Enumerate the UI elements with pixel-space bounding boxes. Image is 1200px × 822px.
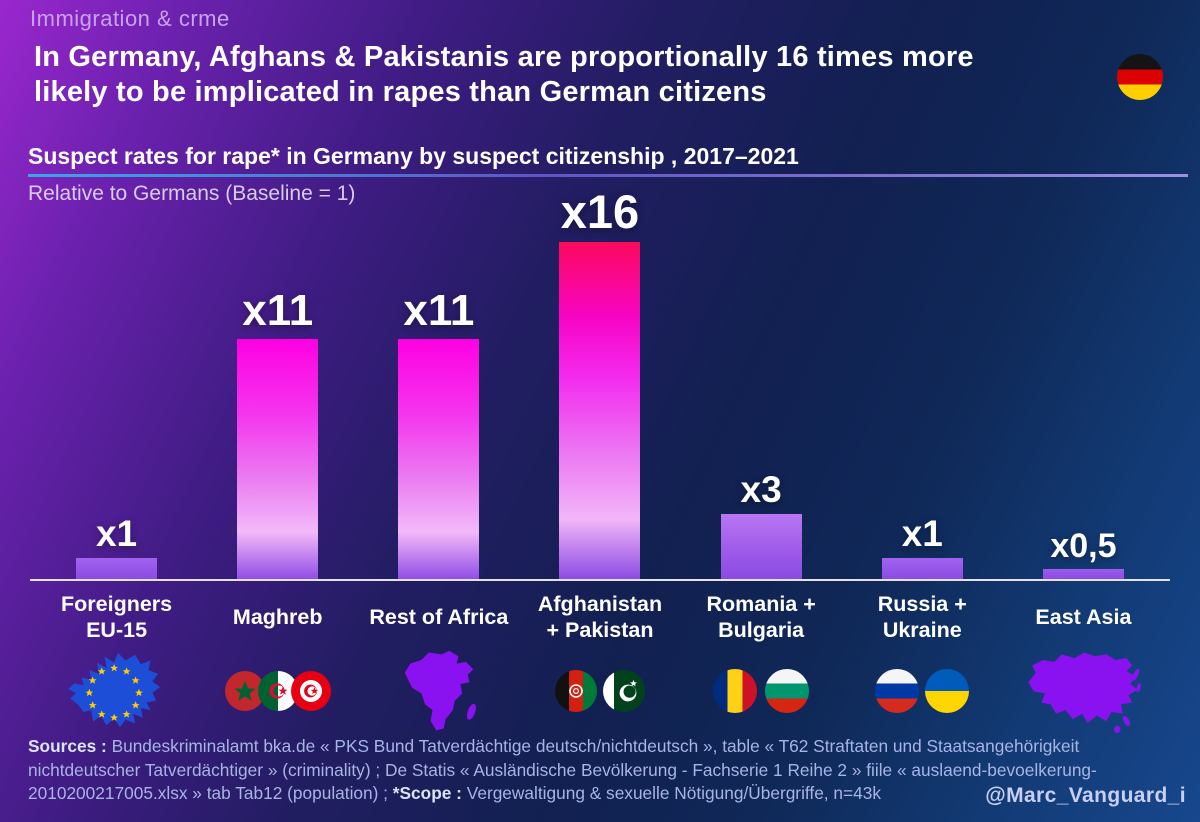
- bar-column-eu15: x1: [36, 184, 197, 580]
- category-line: Afghanistan: [537, 592, 663, 616]
- bar-value-label: x1: [901, 513, 943, 554]
- bar-value-label: x0,5: [1050, 527, 1117, 565]
- category-label-eu15: Foreigners EU-15: [36, 589, 197, 645]
- germany-flag-icon: [1117, 54, 1163, 100]
- bulgaria-flag-icon: [765, 669, 810, 713]
- bar-value-label: x16: [560, 185, 640, 238]
- bar-column-rest-of-africa: x11: [358, 184, 519, 580]
- bar-column-afghanistan-pakistan: x16: [519, 184, 680, 580]
- category-line: Bulgaria: [718, 618, 805, 642]
- bar-maghreb: [237, 339, 319, 580]
- category-line: Rest of Africa: [369, 605, 509, 629]
- page-title: In Germany, Afghans & Pakistanis are pro…: [34, 40, 974, 110]
- russia-flag-icon: [875, 669, 920, 713]
- flag-icons-row: [36, 648, 1164, 734]
- bar-value-label: x11: [242, 286, 314, 335]
- category-line: East Asia: [1035, 605, 1132, 629]
- bar-rest-of-africa: [398, 339, 480, 580]
- africa-map-icon: [404, 650, 476, 731]
- bar-column-romania-bulgaria: x3: [681, 184, 842, 580]
- ukraine-flag-icon: [925, 669, 970, 713]
- bar-value-label: x1: [95, 513, 138, 554]
- author-handle: @Marc_Vanguard_i: [985, 784, 1186, 807]
- category-line: Romania +: [706, 592, 816, 616]
- category-line: Maghreb: [232, 605, 323, 629]
- bar-value-label: x3: [740, 469, 782, 510]
- eyebrow-category: Immigration & crme: [30, 6, 230, 31]
- category-line: Foreigners: [61, 592, 173, 616]
- subtitle-divider: [28, 174, 1188, 177]
- x-axis-baseline: [30, 579, 1170, 581]
- sources-text: Sources : Bundeskriminalamt bka.de « PKS…: [28, 736, 1097, 803]
- category-label-maghreb: Maghreb: [197, 589, 358, 645]
- category-line: + Pakistan: [546, 618, 654, 642]
- asia-map-icon: [1028, 652, 1142, 734]
- eu-map-icon: [67, 652, 160, 728]
- morocco-flag-icon: [224, 671, 265, 711]
- category-line: EU-15: [86, 618, 148, 642]
- tunisia-flag-icon: [290, 671, 331, 711]
- bar-afghanistan-pakistan: [559, 242, 641, 580]
- category-label-romania-bulgaria: Romania + Bulgaria: [681, 589, 842, 645]
- category-line: Ukraine: [882, 618, 962, 642]
- pakistan-flag-icon: [602, 670, 645, 712]
- category-label-rest-of-africa: Rest of Africa: [358, 589, 519, 645]
- bar-russia-ukraine: [881, 558, 963, 580]
- bar-column-russia-ukraine: x1: [842, 184, 1003, 580]
- category-labels-row: Foreigners EU-15 Maghreb Rest of Africa …: [36, 589, 1164, 645]
- romania-flag-icon: [713, 669, 758, 713]
- bar-column-east-asia: x0,5: [1003, 184, 1164, 580]
- category-label-russia-ukraine: Russia + Ukraine: [842, 589, 1003, 645]
- category-label-east-asia: East Asia: [1003, 589, 1164, 645]
- axis-unit-note: Relative to Germans (Baseline = 1): [28, 182, 356, 205]
- category-label-afghanistan-pakistan: Afghanistan + Pakistan: [519, 589, 680, 645]
- bar-eu15: [76, 558, 158, 580]
- title-line-2: likely to be implicated in rapes than Ge…: [34, 76, 767, 108]
- category-line: Russia +: [877, 592, 967, 616]
- afghanistan-flag-icon: [554, 670, 597, 712]
- bar-romania-bulgaria: [720, 514, 802, 580]
- chart-subtitle: Suspect rates for rape* in Germany by su…: [28, 143, 799, 169]
- bar-east-asia: [1042, 569, 1124, 580]
- title-line-1: In Germany, Afghans & Pakistanis are pro…: [34, 41, 974, 73]
- bar-value-label: x11: [403, 286, 475, 335]
- bar-chart: x1 x11 x11 x16 x3 x1 x0,5: [36, 184, 1164, 580]
- bar-column-maghreb: x11: [197, 184, 358, 580]
